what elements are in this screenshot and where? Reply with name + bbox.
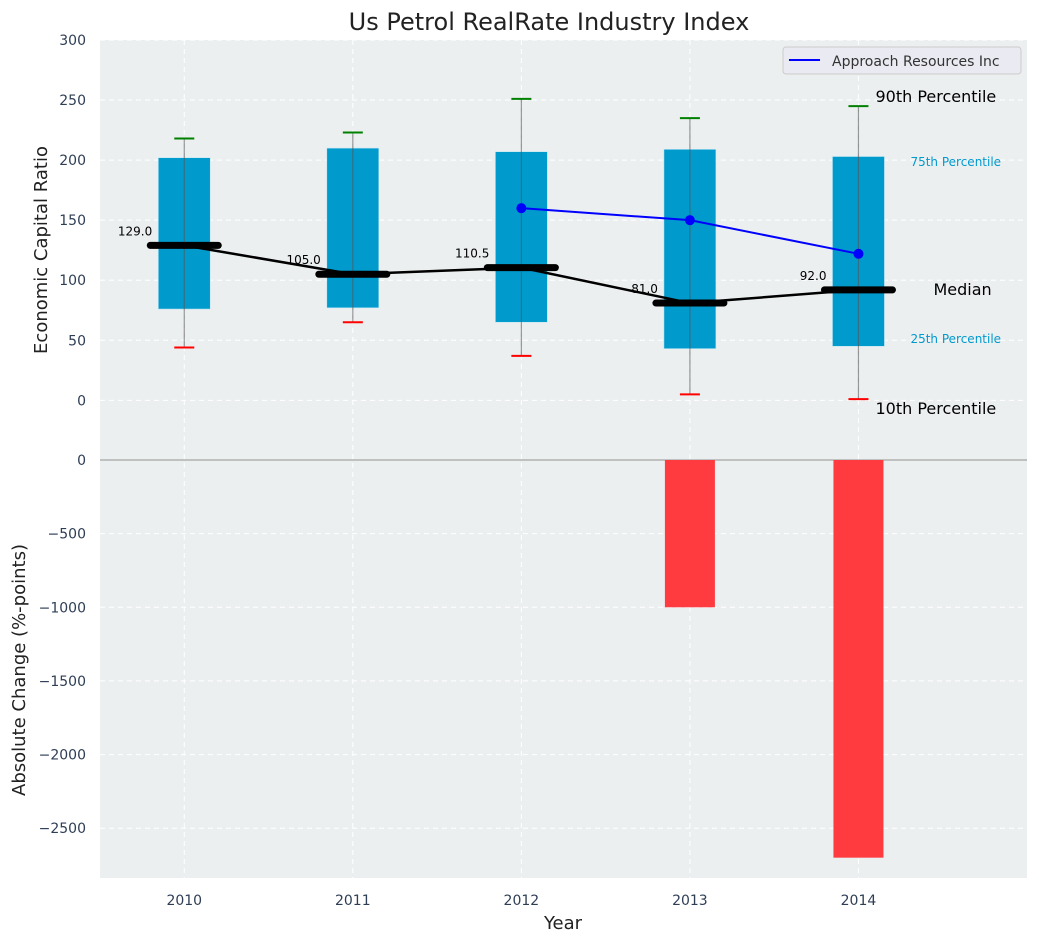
y-tick-label-top: 100 (59, 273, 86, 289)
y-axis-label-top: Economic Capital Ratio (31, 146, 52, 354)
y-tick-label-top: 300 (59, 33, 86, 49)
y-tick-label-top: 250 (59, 93, 86, 109)
median-value-label: 92.0 (800, 269, 827, 283)
y-tick-label-bottom: −1000 (39, 600, 86, 616)
annotation-p90: 90th Percentile (875, 87, 996, 106)
x-axis-label: Year (543, 913, 583, 934)
series-point-2014 (853, 248, 864, 259)
y-tick-label-bottom: −2500 (39, 821, 86, 837)
x-tick-label: 2010 (166, 893, 202, 909)
annotation-q25: 25th Percentile (910, 332, 1001, 346)
annotation-q75: 75th Percentile (910, 155, 1001, 169)
y-tick-label-bottom: −1500 (39, 674, 86, 690)
y-tick-label-top: 200 (59, 153, 86, 169)
annotation-p10: 10th Percentile (875, 399, 996, 418)
median-value-label: 110.5 (455, 247, 489, 261)
legend-box (782, 46, 1022, 75)
series-point-2012 (516, 203, 527, 214)
series-point-2013 (684, 215, 695, 226)
y-tick-label-top: 150 (59, 213, 86, 229)
median-value-label: 129.0 (118, 224, 152, 238)
y-tick-label-bottom: −2000 (39, 748, 86, 764)
x-tick-label: 2011 (335, 893, 371, 909)
y-tick-label-bottom: 0 (77, 453, 86, 469)
y-tick-label-top: 50 (68, 333, 86, 349)
median-value-label: 105.0 (286, 253, 320, 267)
x-tick-label: 2014 (841, 893, 877, 909)
annotation-median: Median (933, 280, 991, 299)
plot-background (100, 40, 1027, 878)
y-tick-label-bottom: −500 (48, 527, 86, 543)
x-tick-label: 2012 (504, 893, 540, 909)
legend-entry: Approach Resources Inc (832, 54, 1000, 70)
y-tick-label-top: 0 (77, 393, 86, 409)
y-axis-label-bottom: Absolute Change (%-points) (9, 544, 30, 796)
x-tick-label: 2013 (672, 893, 708, 909)
median-value-label: 81.0 (631, 282, 658, 296)
chart-title: Us Petrol RealRate Industry Index (349, 8, 750, 36)
change-bar-2014 (833, 460, 884, 858)
change-bar-2013 (664, 460, 715, 608)
